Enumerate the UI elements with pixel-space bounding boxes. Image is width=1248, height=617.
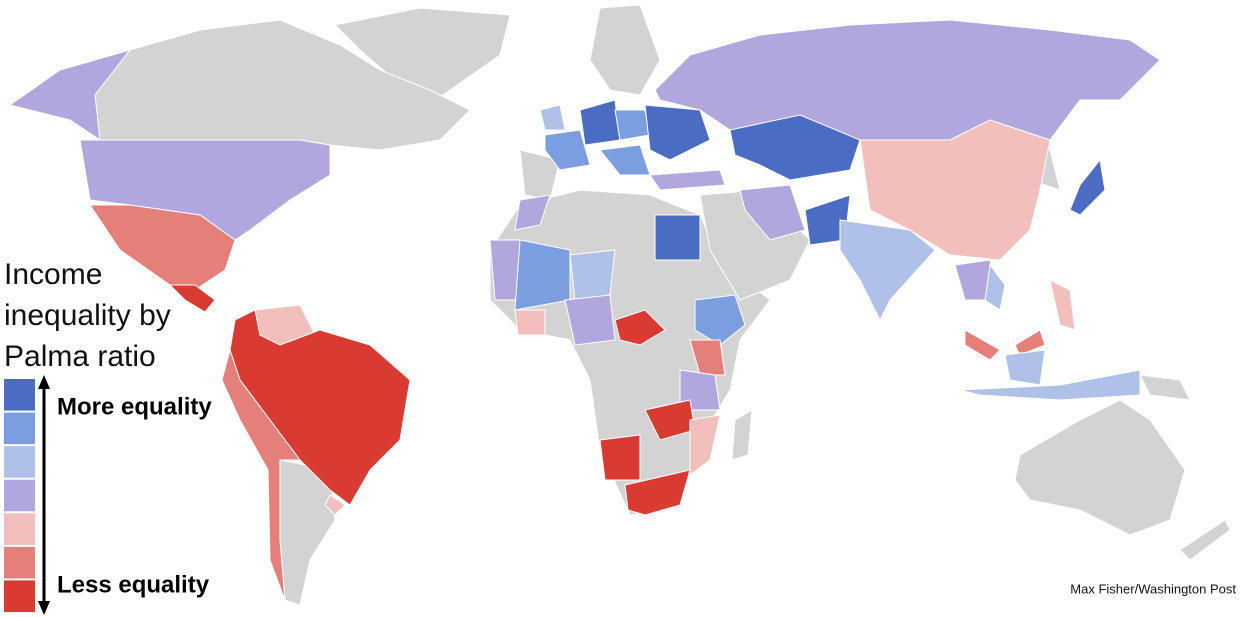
region [579,99,621,146]
region [959,369,1141,401]
region [1049,279,1076,331]
legend-swatch [4,412,35,445]
region [839,219,936,322]
title: Income inequality by Palma ratio [4,258,171,373]
region [964,329,1001,361]
region [644,104,711,161]
region [564,294,616,346]
legend-swatch [4,479,35,512]
region [168,284,216,313]
landmass [333,7,511,111]
region [539,104,566,131]
legend-swatch [4,446,35,478]
legend-swatch [4,546,35,579]
region [1014,329,1046,356]
region [624,469,691,516]
landmass [589,4,661,96]
landmass [1139,374,1191,401]
region [739,184,806,241]
legend-swatch [4,580,35,612]
landmass [1014,399,1186,536]
region [544,129,591,171]
region [654,214,701,261]
region [1004,349,1046,386]
legend-swatch [4,379,35,411]
region [649,169,726,191]
region [8,49,132,142]
region [569,249,616,301]
landmass [1179,519,1231,561]
region [614,309,666,346]
legend-top-label: More equality [57,393,212,420]
region [859,119,1051,261]
region [514,309,546,336]
region [1069,158,1106,216]
legend-bottom-label: Less equality [57,571,210,598]
region [729,114,861,181]
legend-swatch [4,513,35,545]
region [89,204,236,291]
region [79,139,331,241]
region [599,434,641,481]
region [689,339,726,376]
region [514,239,571,311]
region [221,348,301,601]
credit: Max Fisher/Washington Post [1070,581,1236,596]
legend [4,379,35,612]
region [984,263,1006,311]
region [654,19,1161,141]
landmass [519,149,561,201]
region [324,494,346,516]
region [599,144,651,176]
region [614,109,651,141]
region [694,294,746,346]
classified-regions [8,19,1161,601]
region [514,194,551,231]
region [689,414,721,476]
landmass [731,409,753,461]
